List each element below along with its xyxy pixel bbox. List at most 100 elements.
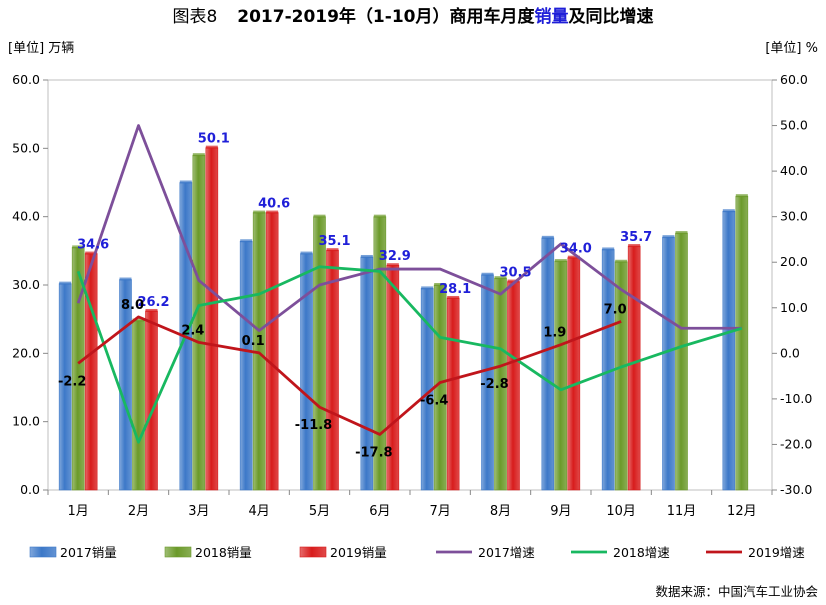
bar-cap [72,245,85,249]
legend-label: 2019增速 [748,545,805,560]
sales-2019-label: 34.0 [560,242,592,257]
category-label: 4月 [249,504,270,519]
left-axis-unit: [单位] 万辆 [8,41,74,56]
bar-cap [300,251,313,255]
bar-cap [662,235,675,239]
bar-2019销量 [84,253,98,491]
legend-swatch [164,546,192,558]
title-prefix: 图表8 [173,7,218,27]
bar-cap [313,214,326,218]
bar-2018销量 [675,232,688,491]
bar-2017销量 [662,236,675,491]
left-tick-label: 50.0 [12,140,40,155]
bar-cap [615,259,628,263]
bar-cap [253,210,266,214]
line-2017增速 [76,124,742,332]
bar-2019销量 [627,245,641,491]
bar-cap [360,254,373,258]
sales-2019-label: 40.6 [258,197,290,212]
sales-2019-label: 34.6 [77,238,109,253]
right-tick-label: 20.0 [780,254,808,269]
left-tick-label: 30.0 [12,277,40,292]
legend-label: 2017增速 [478,545,535,560]
right-tick-label: -30.0 [780,482,812,497]
legend-label: 2019销量 [330,545,387,560]
bar-2019销量 [326,249,339,491]
legend-label: 2018增速 [613,545,670,560]
sales-2019-label: 32.9 [379,249,411,264]
sales-2019-label: 30.5 [499,266,531,281]
category-label: 12月 [727,504,757,519]
bar-cap [240,239,253,243]
category-label: 2月 [128,504,149,519]
bar-cap [447,295,460,299]
bar-2018销量 [313,216,326,491]
left-tick-label: 0.0 [20,482,40,497]
growth-2019-label: -6.4 [420,393,448,408]
bar-cap [541,235,554,239]
bar-2019销量 [567,257,581,491]
category-label: 1月 [68,504,89,519]
growth-2019-label: 8.0 [121,298,144,313]
bar-cap [266,210,279,214]
bar-cap [421,286,434,290]
bar-cap [507,279,520,283]
sales-2019-label: 26.2 [137,295,169,310]
bar-cap [735,194,748,198]
category-label: 11月 [667,504,697,519]
bar-cap [59,281,72,285]
growth-2019-label: -11.8 [295,418,332,433]
bar-2017销量 [239,240,253,491]
bar-cap [386,263,399,267]
bar-cap [628,244,641,248]
right-tick-label: -20.0 [780,436,812,451]
category-label: 9月 [550,504,571,519]
bar-2017销量 [541,237,555,491]
bar-cap [675,231,688,235]
bar-2019销量 [507,281,520,491]
line-2018增速 [76,265,743,444]
left-tick-label: 60.0 [12,72,40,87]
sales-2019-label: 28.1 [439,282,471,297]
bar-2018销量 [735,195,749,491]
category-label: 3月 [188,504,209,519]
bar-cap [85,251,98,255]
right-tick-label: 60.0 [780,72,808,87]
bar-2019销量 [265,212,279,491]
growth-2019-label: 7.0 [604,302,627,317]
category-label: 7月 [430,504,451,519]
labels-layer: 34.6 26.2 50.1 40.6 35.1 32.9 28.1 30.5 34.0 35.7… [58,132,652,461]
growth-2019-label: -17.8 [355,445,392,460]
sales-2019-label: 50.1 [198,132,230,147]
bar-cap [326,248,339,252]
bar-2019销量 [205,147,219,491]
bar-cap [434,283,447,286]
line-2019增速 [77,315,622,436]
bar-2017销量 [300,253,313,491]
growth-2019-label: -2.8 [480,377,508,392]
legend: 2017销量 2018销量 2019销量 2017增速 2018增速 2019增速 [29,545,805,560]
bar-cap [481,272,494,276]
title-highlight: 销量 [534,6,568,27]
legend-label: 2017销量 [60,545,117,560]
right-axis-unit: [单位] % [765,41,818,56]
right-tick-label: 0.0 [780,345,800,360]
bar-cap [554,259,567,263]
right-tick-label: 10.0 [780,300,808,315]
bar-cap [119,277,132,281]
legend-swatch [299,546,327,558]
bar-cap [132,318,145,322]
growth-2019-label: 2.4 [181,323,204,338]
bar-cap [205,145,218,149]
bar-2018销量 [132,320,145,491]
right-tick-label: 40.0 [780,163,808,178]
category-label: 5月 [309,504,330,519]
bar-2018销量 [614,261,628,491]
bar-cap [145,308,158,312]
bar-cap [192,153,205,157]
bar-cap [373,214,386,218]
lines-layer [76,124,743,444]
legend-swatch [29,546,57,558]
bar-cap [602,247,615,251]
